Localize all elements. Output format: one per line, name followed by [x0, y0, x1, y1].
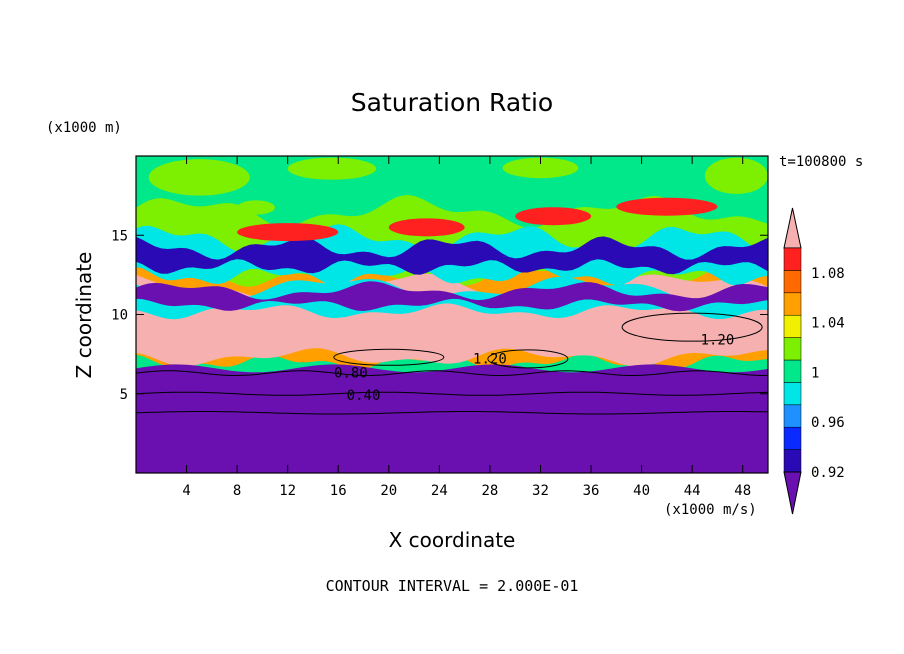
colorbar-segment [783, 404, 802, 428]
contour-lines [136, 312, 768, 415]
red-streak [388, 218, 465, 237]
colorbar-segment [783, 359, 802, 383]
upper-patch [502, 157, 579, 179]
red-streak [515, 207, 592, 226]
y-tick-label: 15 [111, 228, 128, 244]
y-tick-label: 10 [111, 308, 128, 324]
colorbar-segment [783, 337, 802, 361]
chart-title: Saturation Ratio [350, 88, 554, 117]
x-tick-label: 48 [734, 483, 751, 499]
contour-line [136, 391, 768, 396]
upper-patch [287, 157, 377, 180]
colorbar-segment [783, 292, 802, 316]
upper-patch [704, 157, 768, 195]
purple-band [136, 281, 768, 312]
contour-line [333, 348, 445, 366]
colorbar-segment [783, 314, 802, 338]
contour-line [487, 349, 569, 369]
y-tick-label: 5 [120, 387, 128, 403]
colorbar-segment [783, 449, 802, 473]
saturation-field [136, 156, 768, 473]
red-streak [616, 197, 718, 216]
colorbar-top-arrow [783, 207, 802, 249]
x-tick-label: 32 [532, 483, 549, 499]
colorbar-bottom-arrow [783, 471, 802, 515]
blue-band [136, 236, 768, 275]
x-tick-label: 16 [330, 483, 347, 499]
colorbar-segment [783, 270, 802, 294]
x-tick-label: 36 [583, 483, 600, 499]
colorbar: 0.92 0.96 1 1.04 1.08 [783, 207, 845, 515]
time-label: t=100800 s [779, 154, 864, 170]
x-tick-label: 4 [182, 483, 190, 499]
dry-layer [136, 364, 768, 473]
colorbar-label: 1.04 [811, 316, 845, 332]
contour-interval-note: CONTOUR INTERVAL = 2.000E-01 [325, 577, 579, 595]
upper-patch [148, 159, 250, 196]
contour-labels: 0.80 0.40 1.20 1.20 [334, 332, 734, 403]
x-tick-label: 44 [684, 483, 701, 499]
x-tick-label: 40 [633, 483, 650, 499]
x-axis-ticks: 4 8 12 16 20 24 28 32 36 40 44 48 [182, 156, 751, 499]
colorbar-label: 1 [811, 365, 819, 381]
x-tick-label: 20 [380, 483, 397, 499]
contour-line [621, 312, 763, 342]
contour-line [136, 370, 768, 376]
x-tick-label: 28 [481, 483, 498, 499]
x-axis-units: (x1000 m/s) [664, 502, 757, 518]
x-tick-label: 24 [431, 483, 448, 499]
colorbar-label: 0.96 [811, 415, 845, 431]
x-tick-label: 8 [233, 483, 241, 499]
colorbar-segment [783, 382, 802, 406]
contour-line [136, 411, 768, 415]
colorbar-segment [783, 426, 802, 450]
contour-label: 1.20 [701, 332, 735, 348]
x-tick-label: 12 [279, 483, 296, 499]
colorbar-label: 0.92 [811, 465, 845, 481]
y-axis-units: (x1000 m) [46, 120, 122, 136]
x-axis-label: X coordinate [388, 528, 516, 552]
colorbar-segment [783, 247, 802, 271]
contour-label: 0.40 [347, 388, 381, 404]
red-streak [237, 223, 339, 242]
colorbar-label: 1.08 [811, 266, 845, 282]
y-axis-ticks: 5 10 15 [111, 228, 768, 403]
contour-label: 1.20 [473, 351, 507, 367]
contour-label: 0.80 [334, 366, 368, 382]
